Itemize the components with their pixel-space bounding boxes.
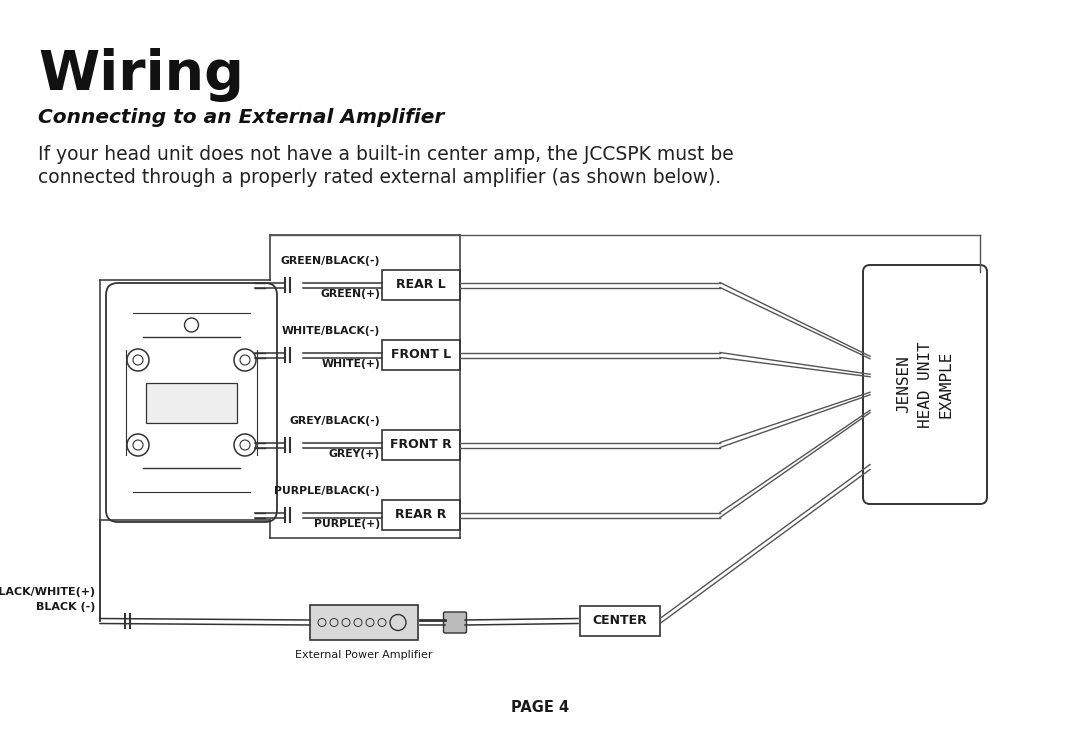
Bar bbox=[382, 500, 460, 530]
Text: PURPLE(+): PURPLE(+) bbox=[314, 519, 380, 529]
Text: If your head unit does not have a built-in center amp, the JCCSPK must be: If your head unit does not have a built-… bbox=[38, 145, 733, 164]
Text: GREEN/BLACK(-): GREEN/BLACK(-) bbox=[281, 256, 380, 266]
Bar bbox=[382, 430, 460, 460]
Text: GREEN(+): GREEN(+) bbox=[320, 289, 380, 299]
Text: GREY/BLACK(-): GREY/BLACK(-) bbox=[289, 416, 380, 426]
Text: connected through a properly rated external amplifier (as shown below).: connected through a properly rated exter… bbox=[38, 168, 721, 187]
FancyBboxPatch shape bbox=[106, 283, 276, 522]
FancyBboxPatch shape bbox=[863, 265, 987, 504]
Text: REAR R: REAR R bbox=[395, 509, 447, 521]
Text: BLACK (-): BLACK (-) bbox=[36, 602, 95, 612]
Text: Wiring: Wiring bbox=[38, 48, 244, 102]
Text: REAR L: REAR L bbox=[396, 278, 446, 291]
Text: PURPLE/BLACK(-): PURPLE/BLACK(-) bbox=[274, 486, 380, 496]
Text: PAGE 4: PAGE 4 bbox=[511, 700, 569, 715]
Bar bbox=[382, 340, 460, 370]
Text: CENTER: CENTER bbox=[593, 614, 647, 628]
Text: FRONT R: FRONT R bbox=[390, 438, 451, 451]
Text: FRONT L: FRONT L bbox=[391, 349, 451, 362]
Text: External Power Amplifier: External Power Amplifier bbox=[295, 650, 433, 660]
Text: JENSEN
HEAD UNIT
EXAMPLE: JENSEN HEAD UNIT EXAMPLE bbox=[896, 341, 954, 428]
FancyBboxPatch shape bbox=[444, 612, 467, 633]
Text: GREY(+): GREY(+) bbox=[329, 449, 380, 459]
Text: WHITE/BLACK(-): WHITE/BLACK(-) bbox=[282, 326, 380, 336]
Bar bbox=[146, 382, 237, 423]
Text: BLACK/WHITE(+): BLACK/WHITE(+) bbox=[0, 587, 95, 597]
Text: WHITE(+): WHITE(+) bbox=[321, 359, 380, 369]
Bar bbox=[310, 605, 418, 640]
Bar bbox=[580, 606, 660, 636]
Text: Connecting to an External Amplifier: Connecting to an External Amplifier bbox=[38, 108, 444, 127]
Bar bbox=[382, 270, 460, 300]
